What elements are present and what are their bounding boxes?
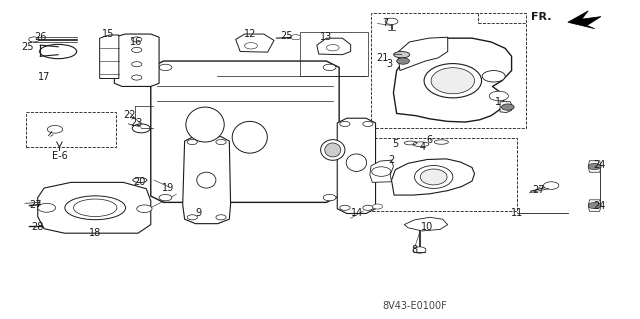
Text: 13: 13 <box>320 32 333 42</box>
Text: 3: 3 <box>386 59 392 69</box>
Polygon shape <box>398 37 448 70</box>
Bar <box>364 138 516 211</box>
Text: 12: 12 <box>244 29 256 39</box>
Circle shape <box>588 163 601 170</box>
Text: 22: 22 <box>124 110 136 120</box>
Ellipse shape <box>232 122 268 153</box>
Text: 5: 5 <box>392 139 399 149</box>
Circle shape <box>326 45 339 51</box>
Ellipse shape <box>394 51 410 58</box>
Text: 7: 7 <box>382 18 388 28</box>
Circle shape <box>132 37 142 42</box>
Circle shape <box>323 64 336 70</box>
Circle shape <box>244 43 257 49</box>
Ellipse shape <box>321 140 345 160</box>
Text: 27: 27 <box>532 185 545 195</box>
Circle shape <box>132 124 150 133</box>
Circle shape <box>132 62 142 67</box>
Text: 19: 19 <box>162 183 174 193</box>
Circle shape <box>132 75 142 80</box>
Text: 8: 8 <box>412 245 417 255</box>
Polygon shape <box>500 102 511 113</box>
Circle shape <box>159 64 172 70</box>
Polygon shape <box>182 137 230 224</box>
Polygon shape <box>392 159 474 195</box>
Text: 6: 6 <box>427 135 433 145</box>
Text: 20: 20 <box>134 177 146 187</box>
Polygon shape <box>588 200 601 211</box>
Bar <box>371 13 525 128</box>
Polygon shape <box>151 61 339 202</box>
Polygon shape <box>568 11 601 29</box>
Circle shape <box>187 139 197 145</box>
Ellipse shape <box>431 68 474 94</box>
Text: 8V43-E0100F: 8V43-E0100F <box>382 300 447 311</box>
Text: 15: 15 <box>102 29 114 39</box>
Ellipse shape <box>74 199 117 217</box>
Circle shape <box>38 203 56 212</box>
Circle shape <box>340 205 350 210</box>
Polygon shape <box>236 34 274 52</box>
Circle shape <box>372 204 383 209</box>
Circle shape <box>501 104 514 110</box>
Circle shape <box>137 205 152 212</box>
Polygon shape <box>100 35 119 78</box>
Ellipse shape <box>324 143 340 157</box>
Circle shape <box>413 247 426 253</box>
Polygon shape <box>588 161 601 172</box>
Circle shape <box>397 58 410 64</box>
Circle shape <box>588 202 601 209</box>
Circle shape <box>47 125 63 133</box>
Text: 11: 11 <box>511 209 523 219</box>
Text: 18: 18 <box>89 227 101 238</box>
Ellipse shape <box>133 178 147 182</box>
Text: FR.: FR. <box>531 12 551 22</box>
Ellipse shape <box>196 172 216 188</box>
Circle shape <box>29 37 39 42</box>
Circle shape <box>216 215 226 220</box>
Text: 9: 9 <box>196 209 202 219</box>
Text: 28: 28 <box>31 222 44 232</box>
Ellipse shape <box>186 107 224 142</box>
Polygon shape <box>115 34 159 86</box>
Polygon shape <box>317 38 351 55</box>
Circle shape <box>159 195 172 201</box>
Text: 23: 23 <box>130 118 142 128</box>
Ellipse shape <box>346 154 367 171</box>
Circle shape <box>482 70 505 82</box>
Circle shape <box>187 215 197 220</box>
Text: 25: 25 <box>21 42 34 52</box>
Bar <box>26 112 116 147</box>
Circle shape <box>132 48 142 52</box>
Text: 16: 16 <box>130 37 142 47</box>
Polygon shape <box>404 217 448 231</box>
Text: 14: 14 <box>351 208 363 218</box>
Text: 1: 1 <box>495 97 500 107</box>
Text: 24: 24 <box>593 160 606 170</box>
Text: 2: 2 <box>388 155 395 165</box>
Text: 27: 27 <box>29 200 42 210</box>
Circle shape <box>363 205 373 210</box>
Text: 17: 17 <box>38 72 51 82</box>
Circle shape <box>363 122 373 126</box>
Text: E-6: E-6 <box>52 151 67 161</box>
Text: 25: 25 <box>280 31 293 41</box>
Text: 21: 21 <box>376 53 388 63</box>
Text: 26: 26 <box>34 32 47 42</box>
Text: 24: 24 <box>593 201 606 211</box>
Polygon shape <box>394 38 511 122</box>
Circle shape <box>543 182 559 189</box>
Circle shape <box>489 91 508 101</box>
Circle shape <box>340 122 350 126</box>
Polygon shape <box>38 182 151 233</box>
Circle shape <box>216 139 226 145</box>
Text: 4: 4 <box>419 142 425 152</box>
Polygon shape <box>370 160 394 182</box>
Circle shape <box>385 18 398 25</box>
Circle shape <box>291 35 301 40</box>
Ellipse shape <box>420 169 447 185</box>
Circle shape <box>323 195 336 201</box>
Polygon shape <box>337 118 376 213</box>
Text: 10: 10 <box>421 222 433 232</box>
